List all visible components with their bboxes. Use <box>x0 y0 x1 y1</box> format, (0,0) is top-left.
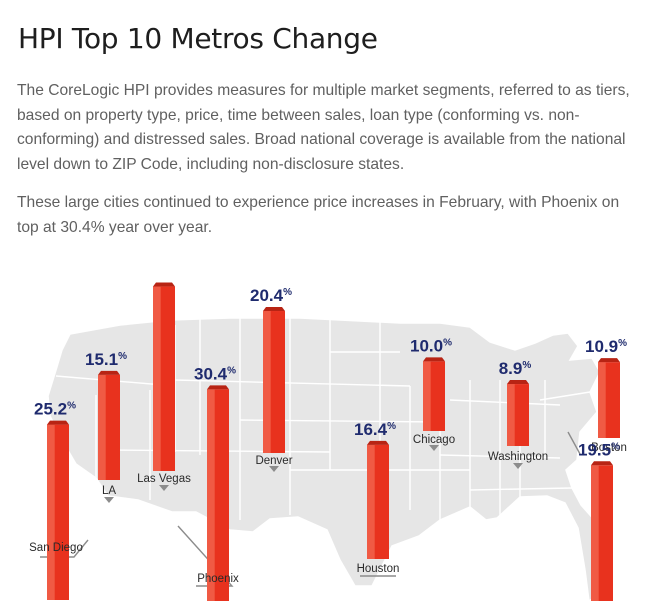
bar-cap-miami <box>591 461 613 466</box>
value-label-las-vegas: 26.5% <box>140 280 182 281</box>
city-label-houston: Houston <box>357 563 400 575</box>
state-border-line <box>539 391 591 401</box>
bar-highlight-las-vegas <box>153 286 161 471</box>
bar-group-la <box>98 370 120 480</box>
metro-bar-map-chart: 25.2% San Diego 15.1% LA 26.5% Las Vegas 30.4%… <box>29 280 627 601</box>
city-label-san-diego: San Diego <box>29 542 83 554</box>
city-label-boston: Boston <box>591 442 627 454</box>
bar-highlight-chicago <box>423 361 431 431</box>
bar-group-chicago <box>423 357 445 431</box>
city-label-las-vegas: Las Vegas <box>137 473 191 485</box>
location-marker-washington <box>513 463 523 469</box>
value-label-denver: 20.4% <box>250 286 292 305</box>
bar-highlight-washington <box>507 384 515 446</box>
location-marker-la <box>104 497 114 503</box>
bar-highlight-miami <box>591 465 599 601</box>
bar-group-washington <box>507 380 529 446</box>
value-label-washington: 8.9% <box>499 359 532 378</box>
bar-highlight-houston <box>367 444 375 559</box>
bar-cap-la <box>98 370 120 375</box>
bar-cap-phoenix <box>207 385 229 390</box>
leader-line-boston <box>567 431 581 455</box>
labels: 25.2% San Diego 15.1% LA 26.5% Las Vegas 30.4%… <box>29 280 627 585</box>
value-label-la: 15.1% <box>85 350 127 369</box>
value-label-houston: 16.4% <box>354 420 396 439</box>
bar-cap-washington <box>507 380 529 385</box>
city-label-phoenix: Phoenix <box>197 573 239 585</box>
bar-group-phoenix <box>207 385 229 601</box>
page-title: HPI Top 10 Metros Change <box>18 22 378 55</box>
bar-highlight-san-diego <box>47 424 55 600</box>
bar-group-denver <box>263 307 285 453</box>
us-map-outline <box>47 317 604 601</box>
bar-highlight-phoenix <box>207 389 215 601</box>
value-label-phoenix: 30.4% <box>194 364 236 383</box>
bar-cap-denver <box>263 307 285 312</box>
city-label-washington: Washington <box>488 451 548 463</box>
value-label-chicago: 10.0% <box>410 336 452 355</box>
bar-group-san-diego <box>47 420 69 600</box>
location-marker-las-vegas <box>159 485 169 491</box>
bar-cap-chicago <box>423 357 445 362</box>
city-label-la: LA <box>102 485 116 497</box>
bar-cap-san-diego <box>47 420 69 425</box>
bar-group-las-vegas <box>153 282 175 471</box>
bar-group-boston <box>598 358 620 438</box>
value-label-san-diego: 25.2% <box>34 400 76 419</box>
bar-cap-las-vegas <box>153 282 175 287</box>
state-border-line <box>174 379 411 387</box>
city-label-chicago: Chicago <box>413 434 455 446</box>
bar-highlight-la <box>98 374 106 480</box>
location-marker-chicago <box>429 445 439 451</box>
city-label-denver: Denver <box>255 455 292 467</box>
value-label-miami: 19.5% <box>578 440 620 459</box>
intro-paragraph: The CoreLogic HPI provides measures for … <box>17 82 630 173</box>
bar-highlight-denver <box>263 311 271 453</box>
summary-paragraph: These large cities continued to experien… <box>17 194 620 236</box>
state-border-line <box>449 399 561 406</box>
bar-group-houston <box>367 440 389 559</box>
bar-cap-boston <box>598 358 620 363</box>
value-label-boston: 10.9% <box>585 337 627 356</box>
bar-cap-houston <box>367 440 389 445</box>
bar-highlight-boston <box>598 362 606 438</box>
bar-group-miami <box>591 461 613 601</box>
state-border-line <box>469 487 573 491</box>
bars <box>47 282 620 601</box>
location-marker-denver <box>269 466 279 472</box>
